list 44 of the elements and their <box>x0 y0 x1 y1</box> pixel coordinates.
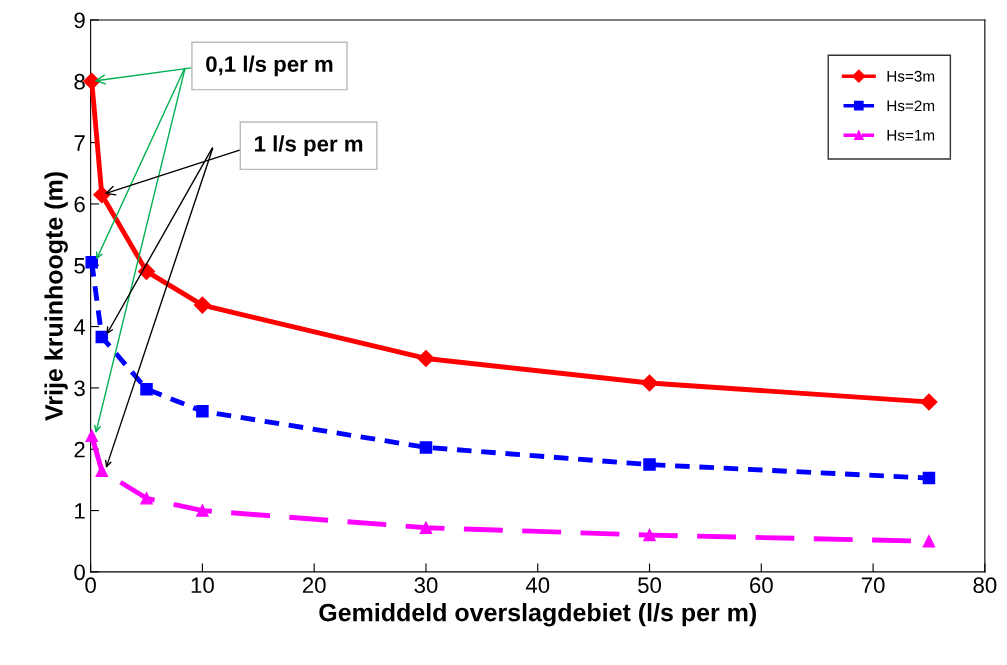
y-tick-label: 0 <box>74 564 85 581</box>
x-tick-label: 30 <box>414 577 438 594</box>
point <box>196 404 209 418</box>
x-tick-label: 70 <box>861 577 885 594</box>
x-tick-label: 10 <box>191 577 214 594</box>
point <box>640 374 659 392</box>
point <box>140 382 153 396</box>
point <box>93 186 111 204</box>
x-tick-label: 40 <box>525 577 550 594</box>
point <box>922 471 936 485</box>
y-tick-label: 4 <box>73 319 86 335</box>
x-tick-label: 80 <box>973 577 997 594</box>
point <box>417 349 435 368</box>
y-tick-label: 5 <box>74 258 85 274</box>
y-tick-label: 2 <box>74 441 85 458</box>
annotation: 0,1 l/s per m <box>206 55 333 77</box>
y-tick-label: 1 <box>75 503 85 519</box>
point <box>419 521 433 534</box>
point <box>140 492 153 505</box>
x-tick-label: 50 <box>638 577 662 594</box>
point <box>643 528 656 542</box>
annotation: 1 l/s per m <box>255 135 363 157</box>
point <box>95 464 109 477</box>
point <box>85 429 98 443</box>
point <box>193 296 211 314</box>
legend-label: Hs=3m <box>887 70 935 82</box>
y-tick-label: 9 <box>74 12 85 29</box>
legend-label: Hs=2m <box>887 100 935 112</box>
point <box>95 330 109 344</box>
point <box>196 504 209 517</box>
point <box>419 441 433 454</box>
y-tick-label: 6 <box>74 196 85 213</box>
y-axis-title: Vrije kruinhoogte (m) <box>44 172 68 421</box>
point <box>85 255 98 269</box>
y-tick-label: 8 <box>74 73 85 90</box>
x-tick-label: 20 <box>302 577 326 594</box>
y-tick-label: 7 <box>74 135 85 151</box>
x-axis-title: Gemiddeld overslagdebiet (l/s per m) <box>319 603 757 627</box>
y-tick-label: 3 <box>74 380 85 397</box>
legend-label: Hs=1m <box>887 130 935 141</box>
x-tick-label: 60 <box>750 577 773 594</box>
point <box>920 393 938 411</box>
point <box>643 458 656 471</box>
point <box>922 534 936 548</box>
